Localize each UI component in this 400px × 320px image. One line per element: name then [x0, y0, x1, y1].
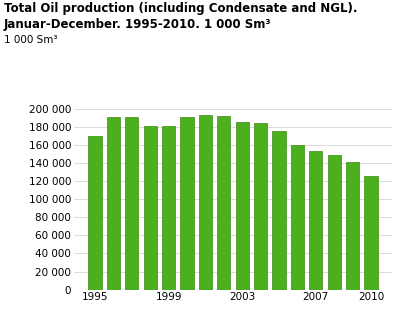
Bar	[199, 115, 212, 290]
Text: Januar-December. 1995-2010. 1 000 Sm³: Januar-December. 1995-2010. 1 000 Sm³	[4, 18, 272, 31]
Bar	[107, 117, 120, 290]
Bar	[236, 122, 249, 290]
Text: 1 000 Sm³: 1 000 Sm³	[4, 35, 58, 45]
Bar	[309, 151, 322, 290]
Bar	[125, 117, 138, 290]
Bar	[162, 125, 175, 290]
Bar	[217, 116, 230, 290]
Bar	[180, 117, 194, 290]
Bar	[254, 123, 267, 290]
Bar	[291, 145, 304, 290]
Bar	[328, 155, 341, 290]
Bar	[346, 162, 359, 290]
Bar	[144, 126, 157, 290]
Bar	[364, 176, 378, 290]
Text: Total Oil production (including Condensate and NGL).: Total Oil production (including Condensa…	[4, 2, 358, 15]
Bar	[88, 136, 102, 290]
Bar	[272, 132, 286, 290]
